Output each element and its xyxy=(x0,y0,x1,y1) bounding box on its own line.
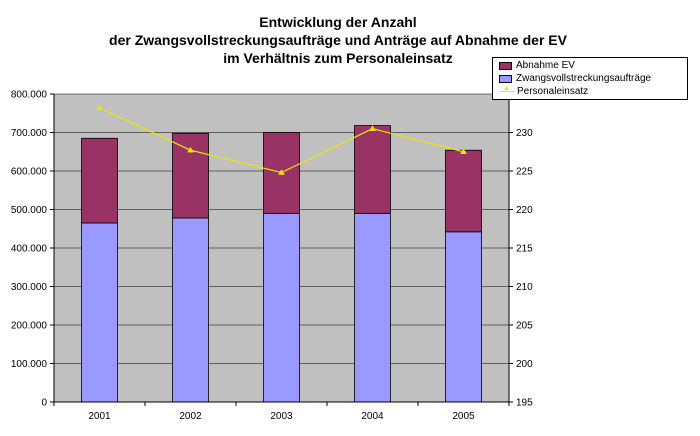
right-axis-ticks: 195200205210215220225230235 xyxy=(509,90,533,409)
bar-abnahme-ev-2001 xyxy=(81,137,118,224)
x-tick-label-2002: 2002 xyxy=(179,411,202,422)
x-tick-label-2003: 2003 xyxy=(270,411,293,422)
right-tick-label: 220 xyxy=(516,205,533,216)
bar-abnahme-ev-2002 xyxy=(172,132,209,219)
bar-zwangsvollstreckungsauftraege-2002 xyxy=(172,217,209,403)
legend-item-zwangsvollstreckungsauftraege: Zwangsvollstreckungsaufträge xyxy=(499,72,651,85)
legend-label-abnahme-ev: Abnahme EV xyxy=(516,60,575,71)
bar-zwangsvollstreckungsauftraege-2005 xyxy=(445,231,482,403)
legend: Abnahme EV Zwangsvollstreckungsaufträge … xyxy=(492,57,688,100)
right-tick-label: 200 xyxy=(516,359,533,370)
right-tick-label: 230 xyxy=(516,128,533,139)
right-tick-label: 205 xyxy=(516,321,533,332)
right-tick-label: 210 xyxy=(516,282,533,293)
personaleinsatz-point-2003 xyxy=(278,169,285,175)
chart-title-line-1: Entwicklung der Anzahl xyxy=(259,14,417,30)
x-tick-label-2005: 2005 xyxy=(452,411,475,422)
bar-abnahme-ev-2004 xyxy=(354,125,391,214)
bars xyxy=(81,125,482,403)
personaleinsatz-point-2004 xyxy=(369,125,376,131)
bar-zwangsvollstreckungsauftraege-2001 xyxy=(81,222,118,403)
chart-title: Entwicklung der Anzahl der Zwangsvollstr… xyxy=(60,13,616,67)
personaleinsatz-point-2005 xyxy=(460,148,467,154)
bar-zwangsvollstreckungsauftraege-2003 xyxy=(263,212,300,403)
legend-swatch-abnahme-ev xyxy=(499,61,512,70)
left-tick-label: 400.000 xyxy=(11,244,48,255)
left-tick-label: 800.000 xyxy=(11,90,48,101)
left-tick-label: 0 xyxy=(41,398,47,409)
left-axis-ticks: 0 100.000 200.000 300.000 400.000 500.000 600.… xyxy=(11,90,54,409)
personaleinsatz-line xyxy=(96,104,467,175)
left-tick-label: 700.000 xyxy=(11,128,48,139)
chart-title-line-3: im Verhältnis zum Personaleinsatz xyxy=(223,50,453,66)
right-tick-label: 215 xyxy=(516,244,533,255)
legend-item-abnahme-ev: Abnahme EV xyxy=(499,59,575,72)
personaleinsatz-point-2002 xyxy=(187,146,194,153)
x-tick-label-2004: 2004 xyxy=(361,411,384,422)
left-tick-label: 200.000 xyxy=(11,321,48,332)
chart-title-line-2: der Zwangsvollstreckungsaufträge und Ant… xyxy=(109,32,567,48)
personaleinsatz-point-2001 xyxy=(96,104,103,111)
left-tick-label: 600.000 xyxy=(11,167,48,178)
bar-zwangsvollstreckungsauftraege-2004 xyxy=(354,212,391,403)
left-tick-label: 100.000 xyxy=(11,359,48,370)
right-tick-label: 225 xyxy=(516,167,533,178)
legend-label-personaleinsatz: Personaleinsatz xyxy=(517,86,589,97)
right-tick-label: 195 xyxy=(516,398,533,409)
legend-label-zwangsvollstreckungsauftraege: Zwangsvollstreckungsaufträge xyxy=(516,73,652,84)
x-tick-label-2001: 2001 xyxy=(88,411,111,422)
x-axis-ticks: 2001 2002 2003 2004 2005 xyxy=(53,402,510,422)
legend-swatch-personaleinsatz xyxy=(499,85,515,96)
legend-swatch-zwangsvollstreckungsauftraege xyxy=(499,74,512,83)
left-tick-label: 500.000 xyxy=(11,205,48,216)
left-tick-label: 300.000 xyxy=(11,282,48,293)
legend-item-personaleinsatz: Personaleinsatz xyxy=(499,85,588,98)
bar-abnahme-ev-2005 xyxy=(445,149,482,233)
